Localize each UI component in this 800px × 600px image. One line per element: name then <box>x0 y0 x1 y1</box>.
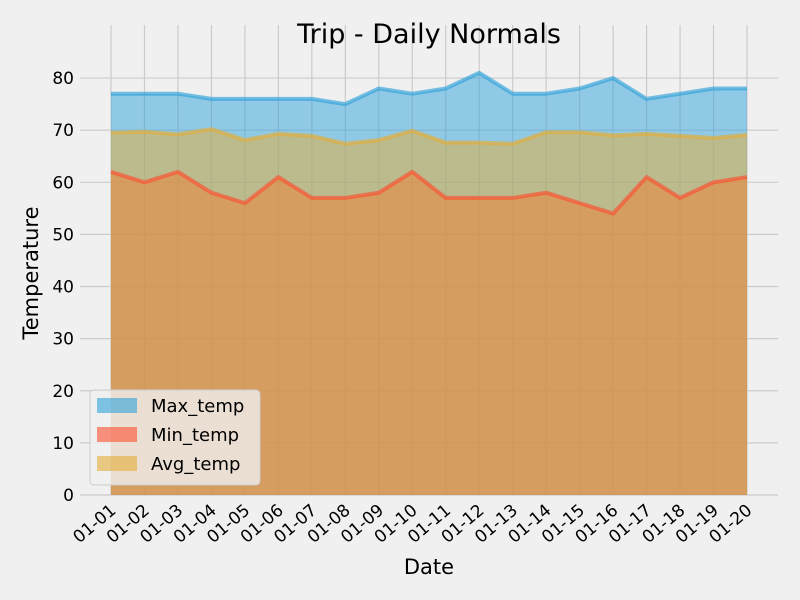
chart-title: Trip - Daily Normals <box>296 19 561 50</box>
legend-swatch <box>97 398 137 413</box>
legend-swatch <box>97 456 137 471</box>
plot-lines <box>110 70 748 216</box>
legend-label: Min_temp <box>151 425 239 446</box>
y-tick-label: 0 <box>63 486 74 506</box>
y-tick-label: 10 <box>52 434 74 454</box>
y-tick-label: 60 <box>52 173 74 193</box>
x-axis-label: Date <box>404 555 454 579</box>
legend-swatch <box>97 427 137 442</box>
y-tick-label: 70 <box>52 121 74 141</box>
y-tick-label: 50 <box>52 225 74 245</box>
series-line-max-temp <box>111 70 747 107</box>
legend-label: Avg_temp <box>151 454 240 475</box>
plot-areas <box>111 72 747 496</box>
x-tick-labels: 01-0101-0201-0301-0401-0501-0601-0701-08… <box>70 501 757 548</box>
legend-label: Max_temp <box>151 396 244 417</box>
y-axis-label: Temperature <box>19 206 43 340</box>
series-line-min-temp <box>110 169 748 216</box>
series-line-avg-temp <box>110 127 748 146</box>
y-tick-label: 20 <box>52 382 74 402</box>
y-tick-label: 30 <box>52 330 74 350</box>
y-tick-labels: 0 10 20 30 40 50 60 70 80 <box>52 69 74 506</box>
legend: Max_temp Min_temp Avg_temp <box>89 389 261 486</box>
y-tick-label: 80 <box>52 69 74 89</box>
y-tick-label: 40 <box>52 278 74 298</box>
series-area-avg-temp <box>111 129 747 495</box>
